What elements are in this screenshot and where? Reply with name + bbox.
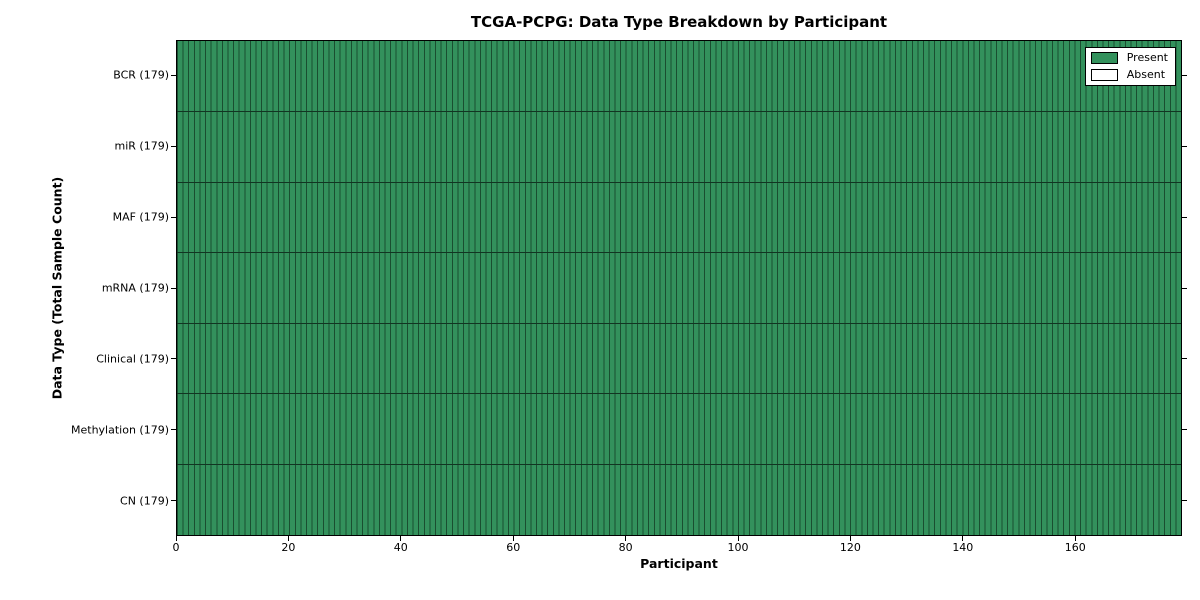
legend-label: Absent <box>1126 68 1166 81</box>
y-tick-mark <box>1182 287 1187 289</box>
y-tick-marks-left <box>171 40 176 536</box>
x-tick-mark <box>512 536 514 541</box>
x-tick-label: 80 <box>618 541 633 554</box>
y-tick-marks-right <box>1182 40 1187 536</box>
legend-label: Present <box>1126 51 1168 64</box>
y-tick-mark <box>1182 358 1187 360</box>
chart-title: TCGA-PCPG: Data Type Breakdown by Partic… <box>470 13 888 31</box>
row-boundary-line <box>177 463 1181 465</box>
row-boundary-line <box>177 181 1181 183</box>
legend-entry-present: Present <box>1090 51 1168 64</box>
x-tick-label: 120 <box>839 541 861 554</box>
x-tick-marks <box>175 536 1182 541</box>
x-tick-mark <box>287 536 289 541</box>
y-tick-mark <box>171 287 176 289</box>
y-tick-label: miR (179) <box>114 139 170 153</box>
x-tick-label: 60 <box>506 541 521 554</box>
y-tick-label: Clinical (179) <box>96 352 169 366</box>
y-tick-mark <box>1182 74 1187 76</box>
y-tick-mark <box>1182 429 1187 431</box>
legend-swatch-present <box>1090 52 1118 64</box>
legend: Present Absent <box>1084 47 1176 86</box>
x-tick-mark <box>962 536 964 541</box>
x-tick-label: 0 <box>172 541 180 554</box>
x-tick-labels: 0 20 40 60 80 100 120 140 160 <box>172 541 1182 555</box>
x-tick-label: 100 <box>727 541 749 554</box>
y-tick-label: Methylation (179) <box>71 423 169 437</box>
row-boundary-line <box>177 252 1181 254</box>
y-tick-mark <box>1182 500 1187 502</box>
y-tick-label: CN (179) <box>120 494 169 508</box>
x-tick-mark <box>400 536 402 541</box>
plot-area: Present Absent <box>176 40 1182 536</box>
x-tick-label: 160 <box>1064 541 1086 554</box>
legend-swatch-absent <box>1090 69 1118 81</box>
legend-entry-absent: Absent <box>1090 68 1168 81</box>
x-tick-label: 140 <box>952 541 974 554</box>
x-tick-label: 40 <box>393 541 408 554</box>
y-tick-mark <box>171 429 176 431</box>
y-tick-label: mRNA (179) <box>101 281 169 295</box>
y-tick-mark <box>171 216 176 218</box>
row-boundary-line <box>177 393 1181 395</box>
x-tick-mark <box>1074 536 1076 541</box>
y-tick-mark <box>171 500 176 502</box>
y-tick-mark <box>1182 145 1187 147</box>
y-tick-mark <box>171 74 176 76</box>
x-tick-mark <box>737 536 739 541</box>
x-tick-mark <box>849 536 851 541</box>
x-tick-mark <box>175 536 177 541</box>
row-boundary-line <box>177 322 1181 324</box>
y-tick-mark <box>1182 216 1187 218</box>
y-tick-label: BCR (179) <box>113 68 169 82</box>
y-tick-labels: BCR (179) miR (179) MAF (179) mRNA (179) Cli… <box>0 40 169 536</box>
x-axis-label: Participant <box>640 556 718 571</box>
x-tick-mark <box>625 536 627 541</box>
y-tick-mark <box>171 145 176 147</box>
row-boundary-line <box>177 111 1181 113</box>
y-tick-label: MAF (179) <box>112 210 169 224</box>
x-tick-label: 20 <box>281 541 296 554</box>
y-tick-mark <box>171 358 176 360</box>
